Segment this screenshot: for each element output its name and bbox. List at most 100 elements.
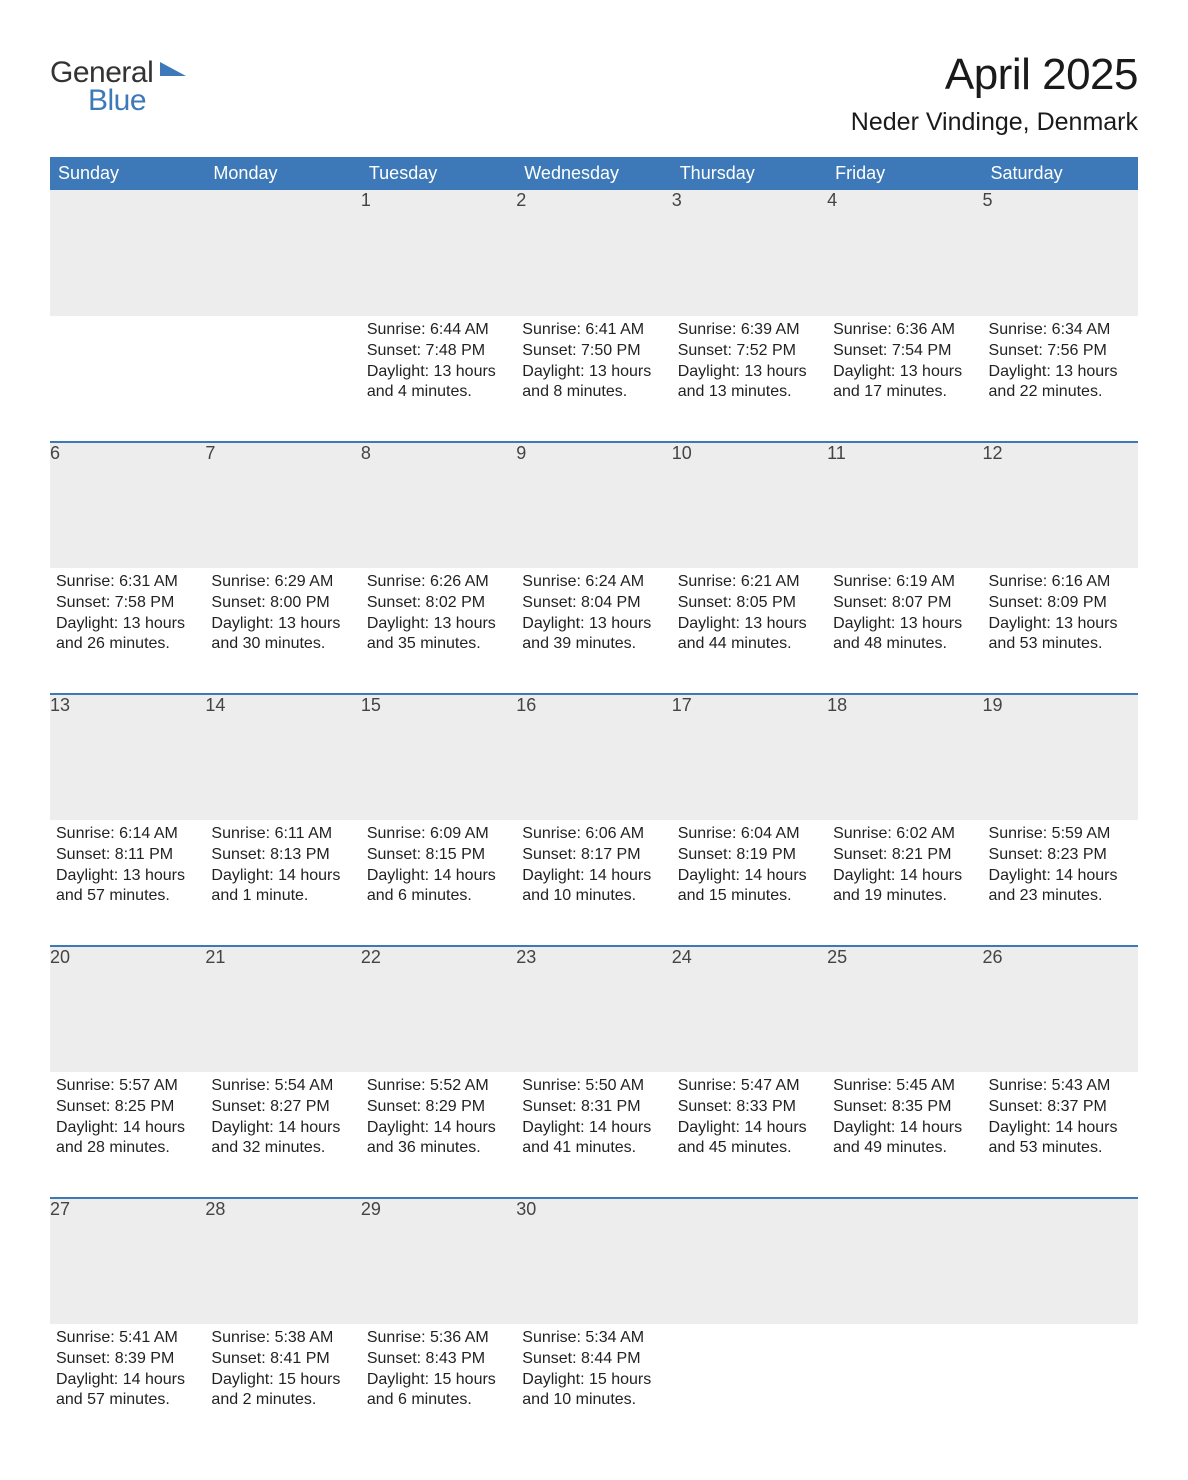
- day-body-cell: Sunrise: 5:59 AMSunset: 8:23 PMDaylight:…: [983, 820, 1138, 946]
- week-daynum-row: 20212223242526: [50, 946, 1138, 1072]
- sunset-line: Sunset: 7:52 PM: [678, 341, 821, 362]
- day-body-cell: [50, 316, 205, 442]
- sunrise-line: Sunrise: 5:45 AM: [833, 1076, 976, 1097]
- daylight-line-2: and 57 minutes.: [56, 886, 199, 907]
- day-number-cell: 5: [983, 190, 1138, 316]
- day-body-cell: Sunrise: 6:09 AMSunset: 8:15 PMDaylight:…: [361, 820, 516, 946]
- daylight-line-2: and 49 minutes.: [833, 1138, 976, 1159]
- sunrise-line: Sunrise: 6:36 AM: [833, 320, 976, 341]
- sunrise-line: Sunrise: 6:11 AM: [211, 824, 354, 845]
- sunrise-line: Sunrise: 5:54 AM: [211, 1076, 354, 1097]
- day-body-cell: Sunrise: 5:57 AMSunset: 8:25 PMDaylight:…: [50, 1072, 205, 1198]
- daylight-line-1: Daylight: 13 hours: [522, 614, 665, 635]
- location-subtitle: Neder Vindinge, Denmark: [50, 108, 1138, 137]
- sunrise-line: Sunrise: 6:26 AM: [367, 572, 510, 593]
- sunset-line: Sunset: 7:58 PM: [56, 593, 199, 614]
- daylight-line-1: Daylight: 14 hours: [56, 1118, 199, 1139]
- col-tuesday: Tuesday: [361, 157, 516, 190]
- day-number-cell: 30: [516, 1198, 671, 1324]
- daylight-line-2: and 30 minutes.: [211, 634, 354, 655]
- daylight-line-1: Daylight: 14 hours: [522, 866, 665, 887]
- sunset-line: Sunset: 8:33 PM: [678, 1097, 821, 1118]
- col-thursday: Thursday: [672, 157, 827, 190]
- daylight-line-1: Daylight: 13 hours: [367, 362, 510, 383]
- sunrise-line: Sunrise: 6:41 AM: [522, 320, 665, 341]
- sunrise-line: Sunrise: 6:31 AM: [56, 572, 199, 593]
- week-body-row: Sunrise: 6:31 AMSunset: 7:58 PM Daylight:…: [50, 568, 1138, 694]
- sunrise-line: Sunrise: 6:39 AM: [678, 320, 821, 341]
- col-friday: Friday: [827, 157, 982, 190]
- sunrise-line: Sunrise: 6:34 AM: [989, 320, 1132, 341]
- col-sunday: Sunday: [50, 157, 205, 190]
- day-body-cell: Sunrise: 5:38 AMSunset: 8:41 PMDaylight:…: [205, 1324, 360, 1450]
- daylight-line-1: Daylight: 14 hours: [522, 1118, 665, 1139]
- day-number-cell: 17: [672, 694, 827, 820]
- day-number-cell: 15: [361, 694, 516, 820]
- daylight-line-2: and 10 minutes.: [522, 1390, 665, 1411]
- daylight-line-1: Daylight: 15 hours: [211, 1370, 354, 1391]
- sunrise-line: Sunrise: 5:43 AM: [989, 1076, 1132, 1097]
- daylight-line-1: Daylight: 14 hours: [678, 1118, 821, 1139]
- sunrise-line: Sunrise: 6:16 AM: [989, 572, 1132, 593]
- daylight-line-1: Daylight: 13 hours: [367, 614, 510, 635]
- sunrise-line: Sunrise: 6:04 AM: [678, 824, 821, 845]
- daylight-line-2: and 48 minutes.: [833, 634, 976, 655]
- daylight-line-2: and 1 minute.: [211, 886, 354, 907]
- day-number-cell: 9: [516, 442, 671, 568]
- day-number-cell: 3: [672, 190, 827, 316]
- sunrise-line: Sunrise: 6:02 AM: [833, 824, 976, 845]
- day-number-cell: 19: [983, 694, 1138, 820]
- day-number-cell: 23: [516, 946, 671, 1072]
- sunset-line: Sunset: 7:48 PM: [367, 341, 510, 362]
- daylight-line-1: Daylight: 14 hours: [211, 1118, 354, 1139]
- sunrise-line: Sunrise: 6:09 AM: [367, 824, 510, 845]
- daylight-line-2: and 53 minutes.: [989, 634, 1132, 655]
- day-number-cell: 16: [516, 694, 671, 820]
- daylight-line-1: Daylight: 13 hours: [833, 362, 976, 383]
- col-monday: Monday: [205, 157, 360, 190]
- sunset-line: Sunset: 8:43 PM: [367, 1349, 510, 1370]
- sunrise-line: Sunrise: 6:24 AM: [522, 572, 665, 593]
- sunset-line: Sunset: 8:05 PM: [678, 593, 821, 614]
- week-daynum-row: 12345: [50, 190, 1138, 316]
- day-body-cell: [827, 1324, 982, 1450]
- daylight-line-2: and 32 minutes.: [211, 1138, 354, 1159]
- week-body-row: Sunrise: 5:57 AMSunset: 8:25 PMDaylight:…: [50, 1072, 1138, 1198]
- day-body-cell: Sunrise: 6:39 AMSunset: 7:52 PMDaylight:…: [672, 316, 827, 442]
- sunrise-line: Sunrise: 5:41 AM: [56, 1328, 199, 1349]
- day-body-cell: Sunrise: 5:54 AMSunset: 8:27 PMDaylight:…: [205, 1072, 360, 1198]
- sunrise-line: Sunrise: 5:59 AM: [989, 824, 1132, 845]
- week-body-row: Sunrise: 5:41 AMSunset: 8:39 PMDaylight:…: [50, 1324, 1138, 1450]
- sunset-line: Sunset: 8:15 PM: [367, 845, 510, 866]
- sunrise-line: Sunrise: 6:19 AM: [833, 572, 976, 593]
- day-body-cell: Sunrise: 5:50 AMSunset: 8:31 PMDaylight:…: [516, 1072, 671, 1198]
- daylight-line-1: Daylight: 14 hours: [989, 866, 1132, 887]
- daylight-line-2: and 53 minutes.: [989, 1138, 1132, 1159]
- daylight-line-2: and 26 minutes.: [56, 634, 199, 655]
- sunset-line: Sunset: 8:17 PM: [522, 845, 665, 866]
- day-body-cell: Sunrise: 5:43 AMSunset: 8:37 PMDaylight:…: [983, 1072, 1138, 1198]
- sunrise-line: Sunrise: 6:21 AM: [678, 572, 821, 593]
- day-body-cell: Sunrise: 6:26 AMSunset: 8:02 PMDaylight:…: [361, 568, 516, 694]
- daylight-line-2: and 28 minutes.: [56, 1138, 199, 1159]
- daylight-line-2: and 6 minutes.: [367, 886, 510, 907]
- daylight-line-2: and 8 minutes.: [522, 382, 665, 403]
- day-number-cell: 25: [827, 946, 982, 1072]
- sunrise-line: Sunrise: 6:44 AM: [367, 320, 510, 341]
- day-number-cell: 11: [827, 442, 982, 568]
- weekday-header-row: Sunday Monday Tuesday Wednesday Thursday…: [50, 157, 1138, 190]
- day-body-cell: Sunrise: 6:29 AMSunset: 8:00 PMDaylight:…: [205, 568, 360, 694]
- day-body-cell: Sunrise: 6:11 AMSunset: 8:13 PMDaylight:…: [205, 820, 360, 946]
- sunrise-line: Sunrise: 5:34 AM: [522, 1328, 665, 1349]
- day-body-cell: Sunrise: 6:06 AMSunset: 8:17 PMDaylight:…: [516, 820, 671, 946]
- daylight-line-1: Daylight: 14 hours: [211, 866, 354, 887]
- sunrise-line: Sunrise: 5:52 AM: [367, 1076, 510, 1097]
- day-body-cell: [672, 1324, 827, 1450]
- daylight-line-1: Daylight: 14 hours: [989, 1118, 1132, 1139]
- daylight-line-2: and 45 minutes.: [678, 1138, 821, 1159]
- sunset-line: Sunset: 8:11 PM: [56, 845, 199, 866]
- sunset-line: Sunset: 8:25 PM: [56, 1097, 199, 1118]
- daylight-line-2: and 23 minutes.: [989, 886, 1132, 907]
- week-body-row: Sunrise: 6:44 AMSunset: 7:48 PMDaylight:…: [50, 316, 1138, 442]
- daylight-line-1: Daylight: 14 hours: [833, 866, 976, 887]
